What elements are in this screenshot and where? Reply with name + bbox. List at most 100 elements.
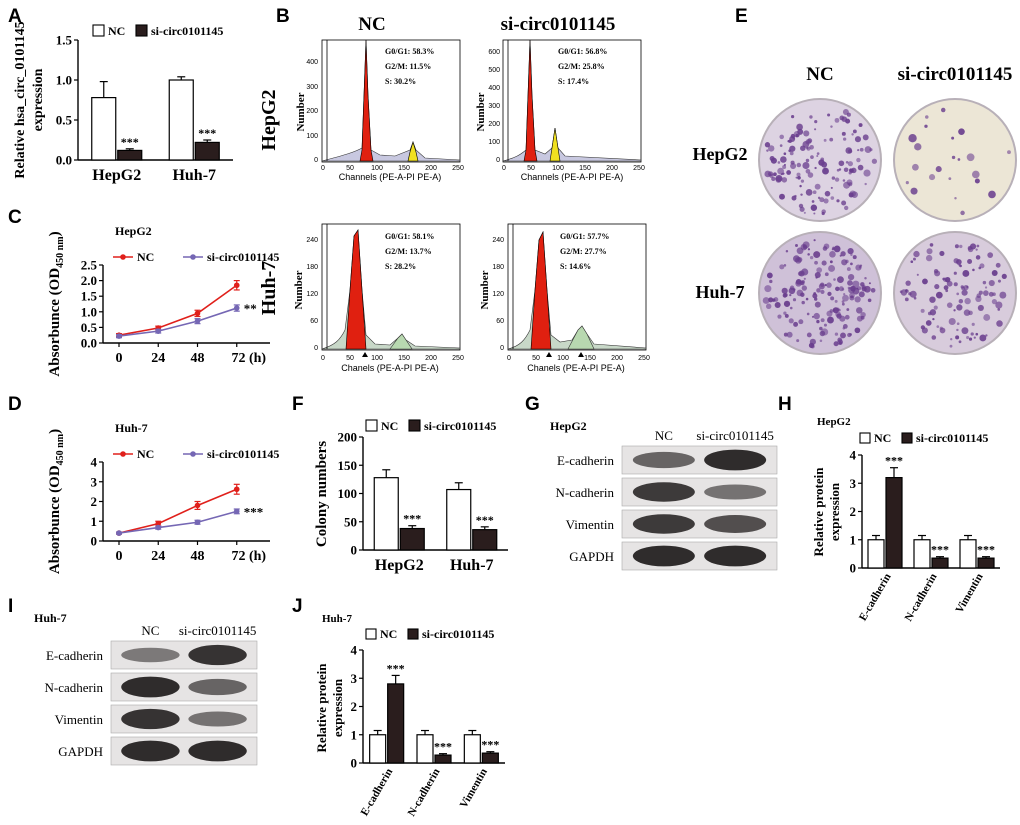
colony bbox=[858, 291, 865, 298]
colony bbox=[844, 314, 850, 320]
colony bbox=[820, 318, 825, 323]
colony bbox=[795, 176, 798, 179]
h-legend-label-si: si-circ0101145 bbox=[916, 431, 988, 445]
colony bbox=[798, 203, 804, 209]
colony bbox=[798, 319, 804, 325]
colony bbox=[857, 148, 860, 152]
colony bbox=[871, 158, 878, 164]
colony bbox=[929, 309, 937, 316]
colony bbox=[781, 287, 788, 294]
a-ylabel-1: Relative hsa_circ_0101145 bbox=[13, 21, 28, 178]
h-bar bbox=[959, 539, 977, 569]
colony bbox=[792, 298, 797, 302]
colony bbox=[953, 271, 957, 275]
b3-xtick-0: 0 bbox=[321, 355, 325, 362]
colony bbox=[800, 193, 803, 196]
d-cell-label: Huh-7 bbox=[115, 421, 148, 435]
colony bbox=[848, 192, 854, 198]
b2-xlabel: Channels (PE-A-PI PE-A) bbox=[521, 172, 624, 182]
j-ylabel-2: expression bbox=[330, 678, 345, 737]
b3-xtick-3: 150 bbox=[398, 355, 410, 362]
b4-stat-s: S: 14.6% bbox=[560, 262, 591, 271]
colony bbox=[925, 115, 929, 119]
colony bbox=[819, 197, 825, 203]
d-series-line bbox=[118, 510, 237, 534]
b1-ytick-3: 300 bbox=[306, 84, 318, 91]
panel-label-d: D bbox=[8, 394, 22, 415]
colony bbox=[856, 307, 863, 314]
colony bbox=[860, 311, 866, 318]
colony bbox=[824, 272, 829, 277]
colony bbox=[796, 162, 802, 168]
colony bbox=[791, 115, 795, 119]
b1-xtick-0: 0 bbox=[321, 165, 325, 172]
c-point bbox=[194, 310, 201, 317]
colony bbox=[764, 285, 772, 293]
b3-ytick-4: 240 bbox=[306, 237, 318, 244]
b4-ytick-0: 0 bbox=[500, 345, 504, 352]
h-legend-label-nc: NC bbox=[874, 431, 891, 445]
colony bbox=[913, 250, 920, 258]
colony bbox=[951, 136, 955, 140]
colony bbox=[827, 291, 832, 296]
colony bbox=[976, 293, 982, 298]
colony bbox=[964, 297, 971, 305]
colony bbox=[817, 196, 821, 200]
f-ylabel: Colony numbers bbox=[314, 441, 330, 547]
colony bbox=[834, 177, 840, 182]
a-legend-swatch-si bbox=[135, 24, 148, 37]
colony bbox=[935, 291, 943, 299]
d-legend-marker-si bbox=[190, 451, 196, 457]
colony bbox=[789, 306, 793, 310]
colony bbox=[844, 205, 849, 211]
b2-stat-g2m: G2/M: 25.8% bbox=[558, 62, 605, 71]
colony bbox=[1007, 150, 1011, 155]
colony bbox=[830, 186, 833, 190]
colony bbox=[818, 283, 825, 290]
colony bbox=[959, 244, 963, 249]
h-bar bbox=[977, 557, 995, 569]
colony bbox=[973, 336, 976, 339]
colony bbox=[858, 123, 863, 128]
c-xtick-label: 72 (h) bbox=[231, 351, 266, 366]
colony bbox=[960, 210, 965, 216]
e-row-hepg2: HepG2 bbox=[692, 144, 747, 164]
g-row-label: E-cadherin bbox=[557, 453, 615, 468]
colony bbox=[829, 309, 834, 313]
colony bbox=[779, 264, 785, 270]
h-ytick-label: 2 bbox=[850, 504, 857, 519]
a-bar bbox=[194, 141, 220, 161]
c-ytick-label: 0.0 bbox=[81, 336, 97, 351]
d-ylabel: Absorbunce (OD450 nm) bbox=[47, 429, 66, 574]
colony bbox=[846, 112, 851, 117]
e-header-si: si-circ0101145 bbox=[898, 64, 1013, 85]
colony bbox=[774, 301, 781, 309]
colony bbox=[948, 317, 956, 326]
flow-histogram-huh7-si: 0 60 120 180 240 0 50 100 150 200 250 Ch… bbox=[479, 223, 650, 373]
chart-c-cck8-hepg2: 0.00.51.01.52.02.5 0 24 48 72 (h) ** NC si-circ… bbox=[47, 224, 279, 377]
c-ytick-label: 0.5 bbox=[81, 320, 98, 335]
colony bbox=[842, 294, 849, 302]
colony bbox=[904, 297, 909, 302]
colony bbox=[824, 190, 831, 197]
colony bbox=[769, 155, 775, 161]
b2-xtick-2: 100 bbox=[552, 165, 564, 172]
colony bbox=[943, 285, 949, 291]
j-xtick-label: Vimentin bbox=[458, 767, 490, 811]
f-ytick-label: 200 bbox=[338, 430, 358, 445]
colony bbox=[839, 315, 846, 322]
colony bbox=[983, 290, 989, 296]
colony bbox=[779, 134, 784, 140]
colony bbox=[867, 298, 872, 303]
j-bar bbox=[416, 734, 434, 764]
colony-plate bbox=[895, 100, 1015, 220]
colony bbox=[814, 128, 817, 131]
h-xtick-label: N-cadherin bbox=[903, 572, 940, 624]
colony bbox=[954, 244, 959, 249]
colony-plates bbox=[758, 98, 1017, 355]
b2-ylabel: Number bbox=[475, 92, 487, 131]
b1-xtick-2: 100 bbox=[371, 165, 383, 172]
a-ytick-label: 1.0 bbox=[56, 73, 72, 88]
colony bbox=[805, 158, 810, 163]
b4-xtick-2: 100 bbox=[557, 355, 569, 362]
